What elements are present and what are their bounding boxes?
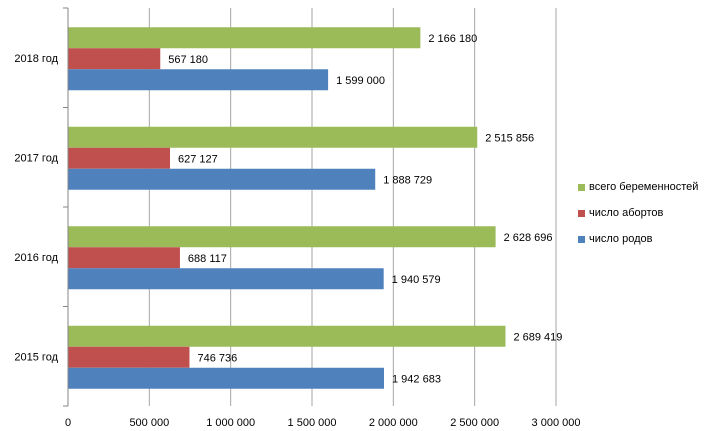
bar (68, 247, 180, 269)
x-tick-label: 2 500 000 (450, 417, 499, 429)
legend-label-pregnancies: всего беременностей (589, 181, 699, 193)
legend-swatch-pregnancies (578, 183, 585, 191)
data-labels: 2 689 419 746 736 1 942 683 2 628 696 688 11… (168, 33, 562, 386)
bar (68, 346, 190, 368)
bar (68, 367, 385, 389)
bar (68, 325, 506, 347)
bar (68, 168, 376, 190)
data-label: 1 888 729 (383, 174, 432, 186)
x-tick-label: 2 000 000 (369, 417, 418, 429)
x-tick-label: 0 (65, 417, 71, 429)
data-label: 1 599 000 (336, 75, 385, 87)
data-label: 2 689 419 (513, 331, 562, 343)
bar (68, 268, 384, 290)
bar (68, 48, 161, 70)
x-tick-label: 500 000 (129, 417, 169, 429)
legend-item-pregnancies: всего беременностей (578, 180, 698, 194)
bar (68, 147, 171, 169)
data-label: 2 515 856 (485, 132, 534, 144)
x-tick-label: 3 000 000 (532, 417, 581, 429)
legend-swatch-abortions (578, 209, 585, 217)
axes: 0 500 000 1 000 000 1 500 000 2 000 000 2 500… (14, 7, 581, 429)
data-label: 2 628 696 (504, 232, 553, 244)
bar (68, 27, 421, 49)
bars (68, 27, 506, 389)
y-category-label: 2015 год (14, 351, 58, 363)
legend-label-births: число родов (589, 233, 653, 245)
bar (68, 126, 478, 148)
data-label: 1 940 579 (392, 274, 441, 286)
y-category-label: 2017 год (14, 152, 58, 164)
y-category-label: 2018 год (14, 53, 58, 65)
legend-label-abortions: число абортов (589, 207, 664, 219)
bar (68, 226, 496, 248)
bar (68, 69, 329, 91)
legend-swatch-births (578, 235, 585, 243)
data-label: 688 117 (188, 253, 227, 265)
x-tick-label: 1 500 000 (288, 417, 337, 429)
data-label: 627 127 (178, 153, 218, 165)
data-label: 1 942 683 (392, 373, 441, 385)
x-tick-label: 1 000 000 (206, 417, 255, 429)
legend: всего беременностей число абортов число … (578, 180, 698, 258)
data-label: 567 180 (168, 54, 208, 66)
data-label: 746 736 (197, 352, 237, 364)
y-category-label: 2016 год (14, 252, 58, 264)
legend-item-births: число родов (578, 232, 698, 246)
data-label: 2 166 180 (428, 33, 477, 45)
legend-item-abortions: число абортов (578, 206, 698, 220)
